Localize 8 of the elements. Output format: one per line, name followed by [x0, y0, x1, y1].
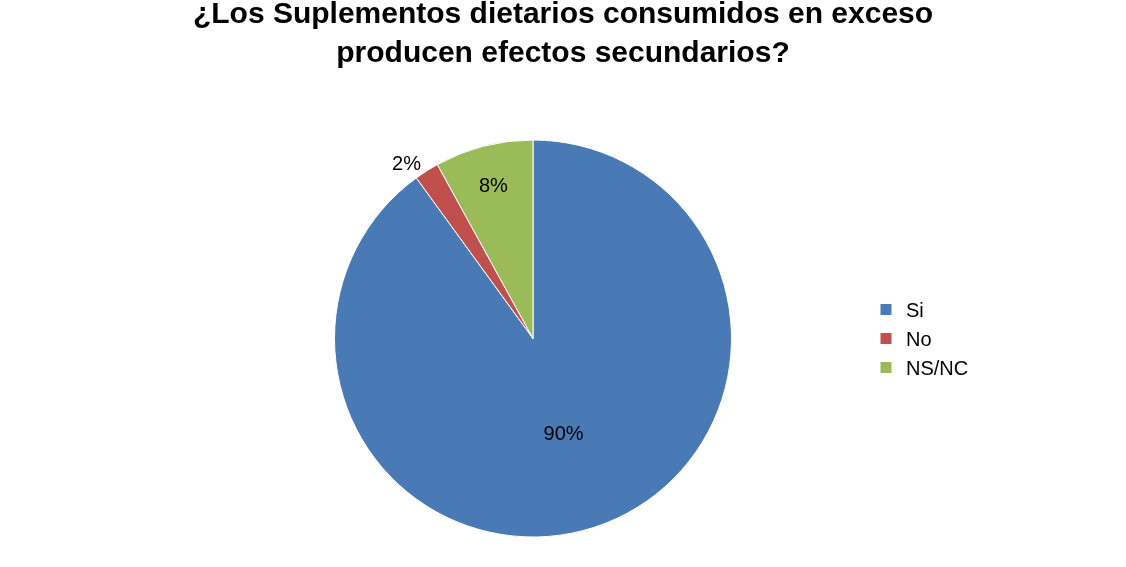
legend-label: Si	[906, 299, 924, 322]
data-label: 2%	[392, 152, 422, 175]
data-label: 8%	[478, 173, 509, 196]
legend-label: No	[906, 328, 932, 351]
chart-title: ¿Los Suplementos dietarios consumidos en exceso producen efectos secundarios?	[192, 0, 934, 68]
legend-label: NS/NC	[906, 357, 969, 380]
data-label: 90%	[543, 421, 584, 444]
pie-slice	[334, 139, 732, 538]
